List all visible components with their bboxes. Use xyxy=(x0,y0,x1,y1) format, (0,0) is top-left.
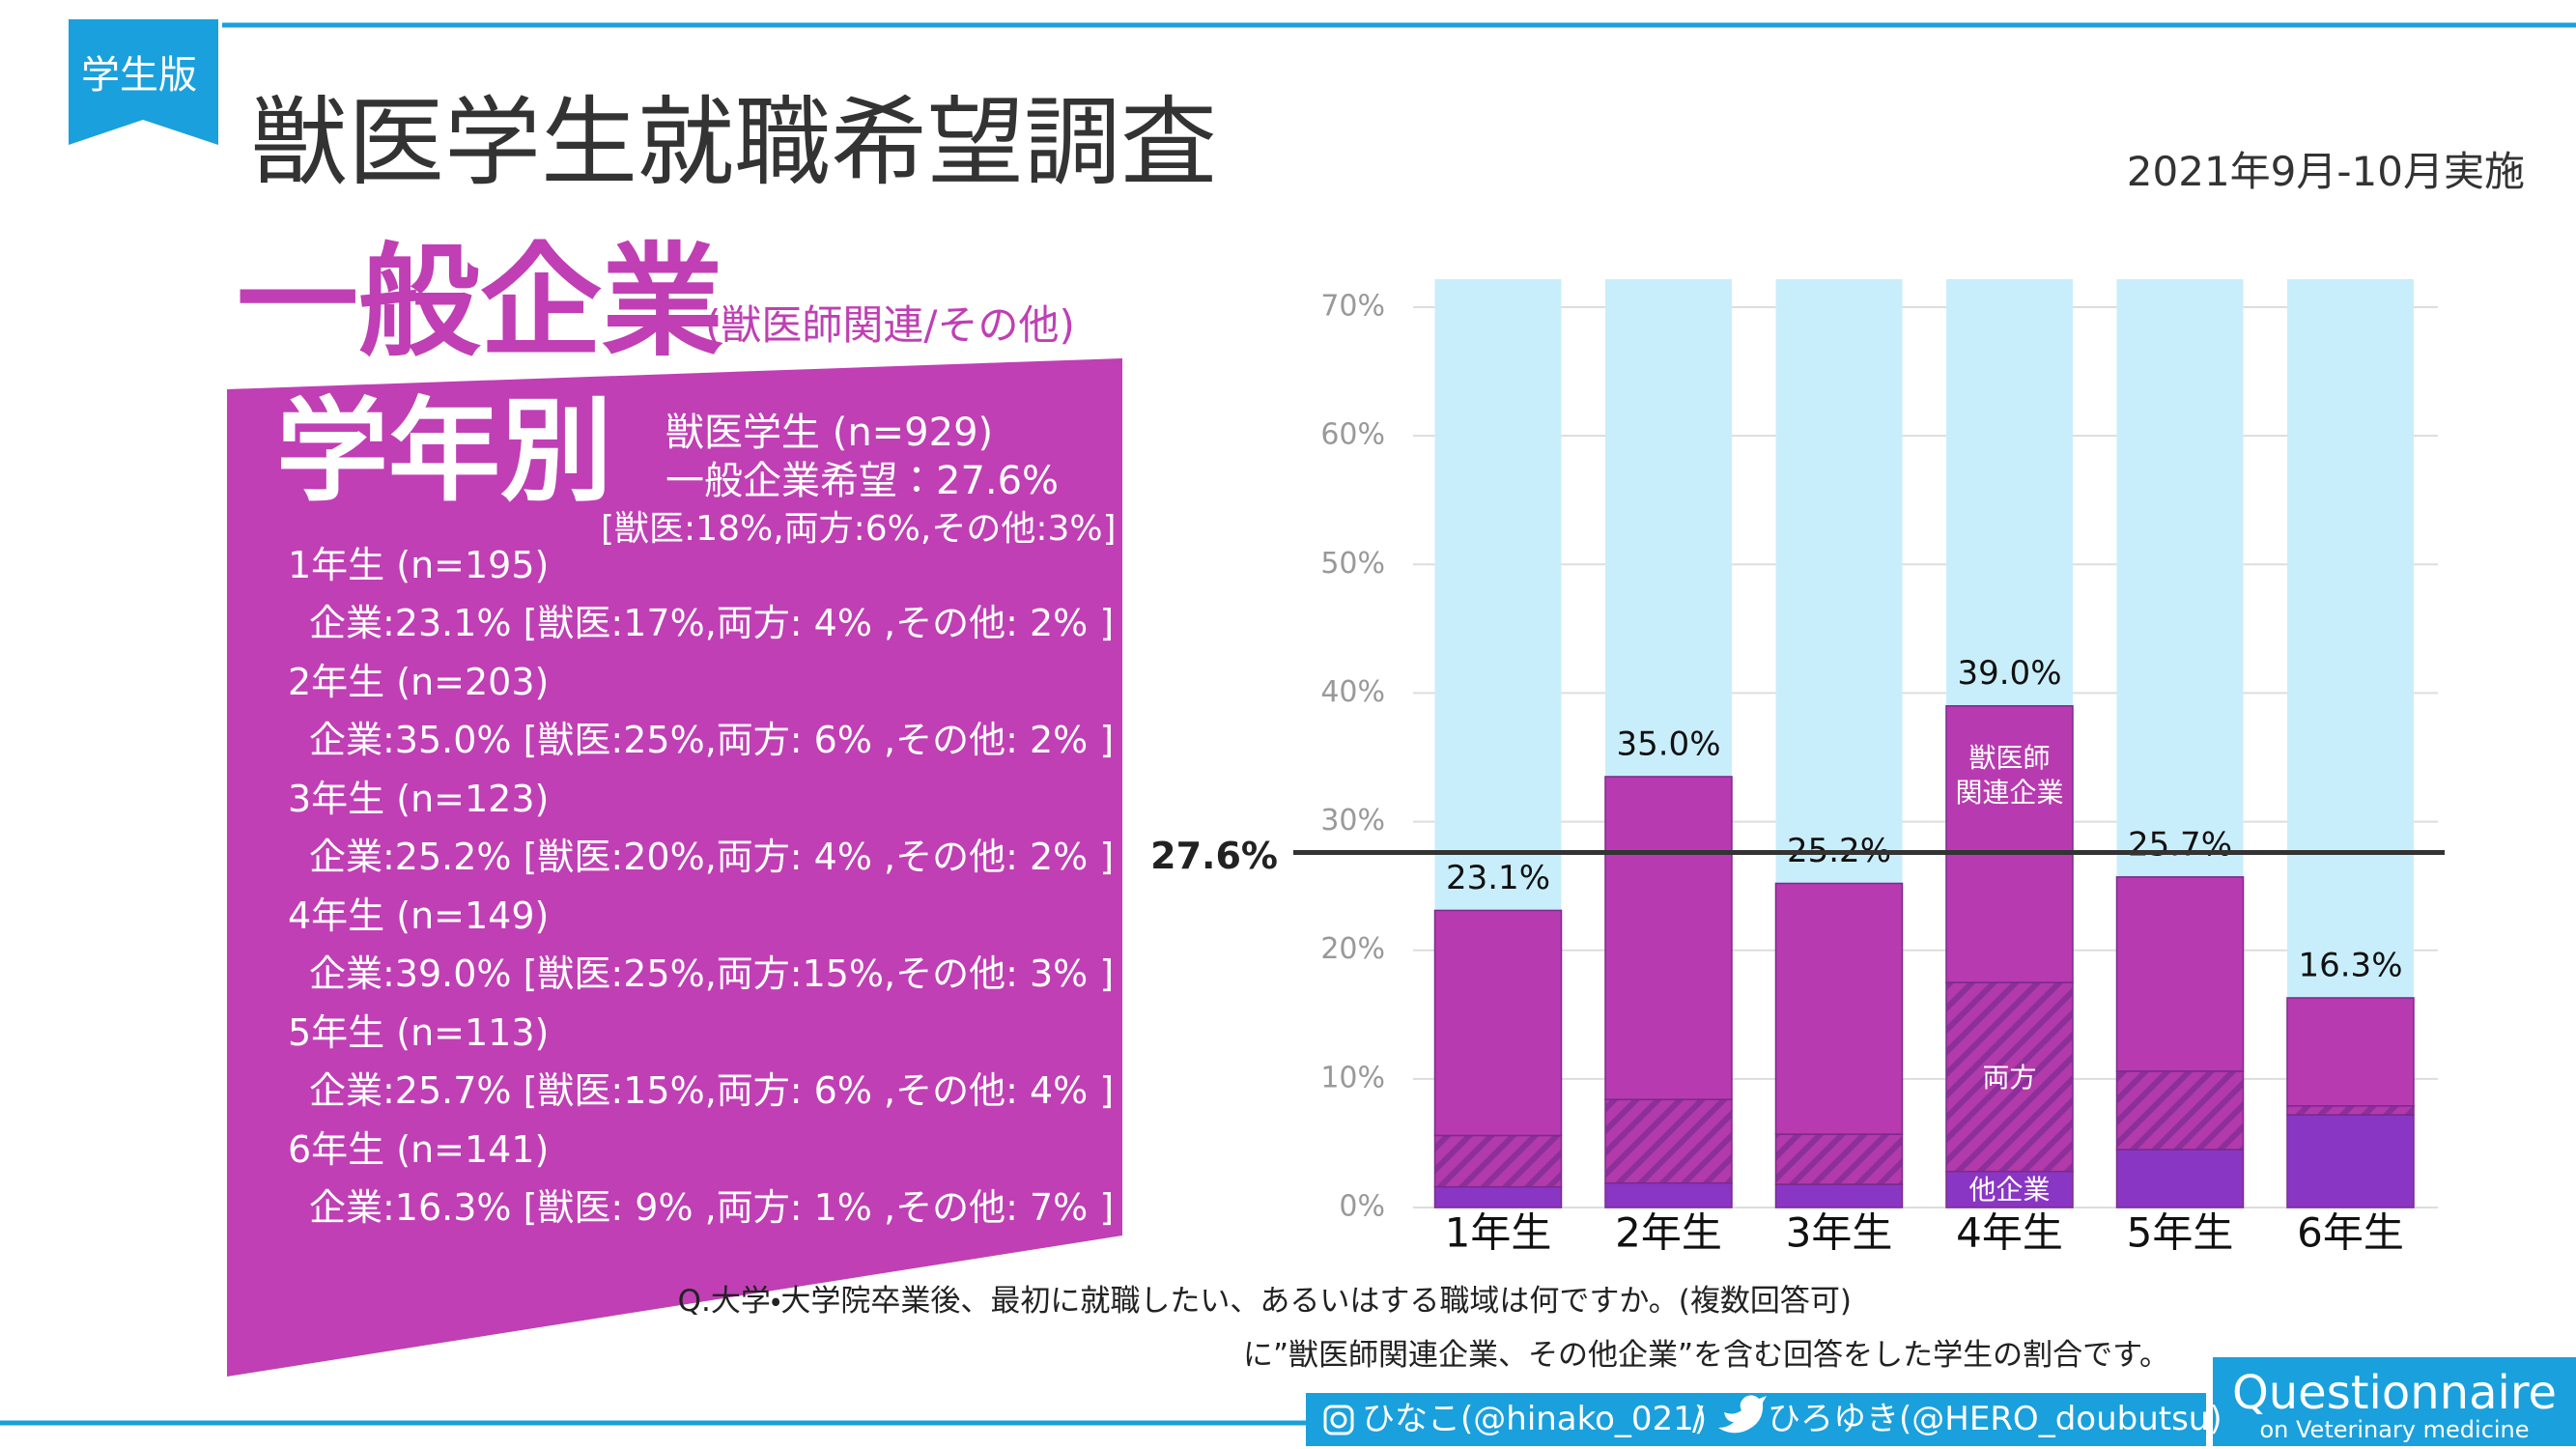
grade-detail: 企業:35.0% [獣医:25%,両方: 6% ,その他: 2% ] xyxy=(309,719,1115,761)
account[interactable]: ひろゆき(@HERO_doubutsu) xyxy=(1768,1400,2222,1438)
bar-segment xyxy=(1774,1183,1904,1208)
series-label: 両方 xyxy=(1982,1061,2037,1094)
panel-heading: 学年別 xyxy=(276,386,612,517)
summary-line: 獣医学生 (n=929) xyxy=(665,411,994,455)
bar-segment xyxy=(2286,1114,2415,1208)
panel-shape xyxy=(227,358,1122,1377)
grade-detail: 企業:39.0% [獣医:25%,両方:15%,その他: 3% ] xyxy=(309,952,1115,995)
badge: 学生版 xyxy=(81,53,197,98)
grade-label: 5年生 (n=113) xyxy=(288,1011,550,1054)
y-tick-label: 20% xyxy=(1320,932,1385,966)
grade-detail: 企業:25.7% [獣医:15%,両方: 6% ,その他: 4% ] xyxy=(309,1069,1115,1112)
instagram-icon xyxy=(1323,1405,1354,1435)
bar-segment xyxy=(1604,1181,1733,1208)
total-label: 16.3% xyxy=(2298,946,2402,984)
total-label: 25.7% xyxy=(2128,825,2232,864)
bar-segment xyxy=(1604,776,1733,1100)
section-title: 一般企業 xyxy=(237,231,723,373)
section-subtitle: (獣医師関連/その他) xyxy=(705,301,1075,349)
y-tick-label: 0% xyxy=(1339,1190,1385,1224)
bar-segment xyxy=(2115,1149,2245,1208)
bar-segment xyxy=(1604,1098,1733,1184)
separator: / xyxy=(1692,1400,1704,1438)
instagram-icon-lens xyxy=(1330,1411,1347,1429)
bar-segment xyxy=(2286,997,2415,1107)
y-tick-label: 10% xyxy=(1320,1061,1385,1094)
title: 獣医学生就職希望調査 xyxy=(251,86,1217,199)
date: 2021年9月-10月実施 xyxy=(2126,148,2525,195)
grade-label: 3年生 (n=123) xyxy=(288,778,550,820)
grade-label: 4年生 (n=149) xyxy=(288,895,550,937)
chart: 0% 10% 20% 30% 40% 50% 60% 70% 23.1% 1年生 35.0% 2年生 2… xyxy=(1150,279,2445,1257)
question: に”獣医師関連企業、その他企業”を含む回答をした学生の割合です。 xyxy=(1243,1338,2170,1373)
x-tick-label: 6年生 xyxy=(2297,1209,2404,1257)
x-tick-label: 5年生 xyxy=(2127,1209,2234,1257)
y-tick-label: 30% xyxy=(1320,804,1385,838)
x-tick-label: 2年生 xyxy=(1615,1209,1722,1257)
reference-label: 27.6% xyxy=(1150,835,1278,877)
bar-segment xyxy=(2115,1070,2245,1151)
y-tick-label: 50% xyxy=(1320,547,1385,581)
x-tick-label: 3年生 xyxy=(1786,1209,1893,1257)
grade-label: 2年生 (n=203) xyxy=(288,661,550,703)
grade-detail: 企業:25.2% [獣医:20%,両方: 4% ,その他: 2% ] xyxy=(309,836,1115,878)
x-tick-label: 1年生 xyxy=(1445,1209,1552,1257)
bar-segment xyxy=(2115,876,2245,1072)
bar-segment xyxy=(1774,1133,1904,1185)
y-tick-label: 60% xyxy=(1320,418,1385,452)
total-label: 35.0% xyxy=(1616,724,1720,763)
bar-segment xyxy=(2286,1105,2415,1116)
bar-segment xyxy=(1945,981,2074,1173)
question: Q.大学・大学院卒業後、最初に就職したい、あるいはする職域は何ですか。(複数回答… xyxy=(677,1284,1852,1319)
badge-shape xyxy=(69,19,218,145)
y-tick-label: 40% xyxy=(1320,675,1385,709)
account[interactable]: ひなこ(@hinako_021) xyxy=(1362,1400,1708,1438)
series-label: 他企業 xyxy=(1968,1174,2051,1207)
bar-segment xyxy=(1774,882,1904,1135)
bar-segment xyxy=(1433,909,1563,1137)
summary-line: 一般企業希望：27.6% xyxy=(665,459,1060,503)
bar-segment xyxy=(1945,704,2074,983)
total-label: 39.0% xyxy=(1957,654,2061,693)
total-label: 23.1% xyxy=(1446,859,1550,897)
series-label: 獣医師 関連企業 xyxy=(1955,741,2064,810)
twitter-icon xyxy=(1718,1395,1767,1434)
y-tick-label: 70% xyxy=(1320,290,1385,324)
bar-segment xyxy=(1433,1185,1563,1208)
x-tick-label: 4年生 xyxy=(1956,1209,2063,1257)
grade-detail: 企業:16.3% [獣医: 9% ,両方: 1% ,その他: 7% ] xyxy=(309,1186,1115,1229)
brand-sub: on Veterinary medicine xyxy=(2259,1416,2530,1443)
grade-detail: 企業:23.1% [獣医:17%,両方: 4% ,その他: 2% ] xyxy=(309,602,1115,644)
grade-label: 1年生 (n=195) xyxy=(288,544,550,586)
brand: Questionnaire xyxy=(2231,1366,2558,1420)
bar-segment xyxy=(1433,1134,1563,1188)
grade-label: 6年生 (n=141) xyxy=(288,1128,550,1171)
brand-box xyxy=(2213,1357,2576,1446)
summary-line: [獣医:18%,両方:6%,その他:3%] xyxy=(601,509,1117,549)
